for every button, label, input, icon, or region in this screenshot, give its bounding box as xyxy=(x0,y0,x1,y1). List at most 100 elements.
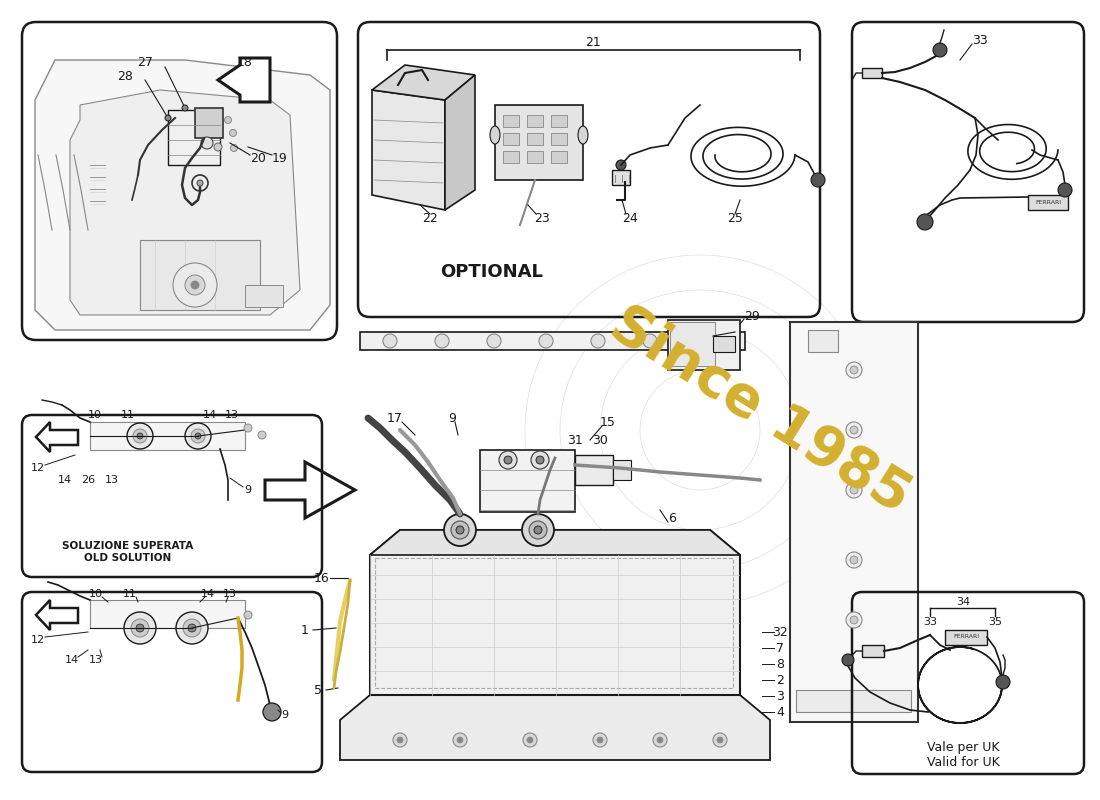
Text: FERRARI: FERRARI xyxy=(1035,199,1062,205)
Circle shape xyxy=(383,334,397,348)
Bar xyxy=(495,105,583,180)
Circle shape xyxy=(846,612,862,628)
Circle shape xyxy=(522,514,554,546)
Text: 34: 34 xyxy=(956,597,970,607)
Text: 10: 10 xyxy=(89,589,103,599)
Bar xyxy=(90,600,245,628)
Polygon shape xyxy=(36,422,78,452)
Text: 9: 9 xyxy=(282,710,288,720)
Text: 24: 24 xyxy=(623,211,638,225)
Polygon shape xyxy=(372,90,446,210)
Polygon shape xyxy=(372,65,475,100)
Bar xyxy=(527,133,543,145)
Circle shape xyxy=(811,173,825,187)
Bar xyxy=(527,151,543,163)
Circle shape xyxy=(850,616,858,624)
Circle shape xyxy=(393,733,407,747)
Text: 9: 9 xyxy=(244,485,252,495)
Circle shape xyxy=(176,612,208,644)
Text: 17: 17 xyxy=(387,411,403,425)
Text: 22: 22 xyxy=(422,211,438,225)
Text: 7: 7 xyxy=(776,642,784,654)
Polygon shape xyxy=(35,60,330,330)
Circle shape xyxy=(616,160,626,170)
Bar xyxy=(503,115,519,127)
Text: 30: 30 xyxy=(592,434,608,446)
Circle shape xyxy=(529,521,547,539)
Circle shape xyxy=(182,105,188,111)
Bar xyxy=(503,133,519,145)
Circle shape xyxy=(453,733,468,747)
Bar xyxy=(713,336,735,352)
Bar xyxy=(480,450,575,512)
Bar xyxy=(551,133,566,145)
Circle shape xyxy=(224,117,231,123)
Text: 11: 11 xyxy=(121,410,135,420)
Polygon shape xyxy=(340,695,770,760)
Text: 10: 10 xyxy=(88,410,102,420)
Text: 12: 12 xyxy=(31,635,45,645)
Bar xyxy=(790,322,918,722)
Bar xyxy=(551,151,566,163)
Text: 13: 13 xyxy=(89,655,103,665)
Circle shape xyxy=(185,423,211,449)
Text: 5: 5 xyxy=(314,683,322,697)
Circle shape xyxy=(258,431,266,439)
Text: 25: 25 xyxy=(727,211,742,225)
Bar xyxy=(862,68,882,78)
Text: 6: 6 xyxy=(668,511,675,525)
Text: 21: 21 xyxy=(585,35,602,49)
Text: 33: 33 xyxy=(972,34,988,46)
Circle shape xyxy=(933,43,947,57)
Circle shape xyxy=(444,514,476,546)
Text: 32: 32 xyxy=(772,626,788,638)
Bar xyxy=(503,151,519,163)
Text: Vale per UK: Vale per UK xyxy=(926,742,999,754)
Text: FERRARI: FERRARI xyxy=(953,634,979,639)
Bar xyxy=(245,285,283,307)
Bar xyxy=(613,460,631,480)
Polygon shape xyxy=(265,462,355,518)
Text: OPTIONAL: OPTIONAL xyxy=(441,263,543,281)
Bar xyxy=(668,320,740,370)
Circle shape xyxy=(456,737,463,743)
Circle shape xyxy=(451,521,469,539)
Circle shape xyxy=(397,737,403,743)
Text: 14: 14 xyxy=(65,655,79,665)
Circle shape xyxy=(244,424,252,432)
Circle shape xyxy=(717,737,723,743)
Text: 14: 14 xyxy=(58,475,73,485)
Text: 29: 29 xyxy=(744,310,760,322)
Polygon shape xyxy=(446,75,475,210)
Polygon shape xyxy=(370,530,740,555)
Text: SOLUZIONE SUPERATA: SOLUZIONE SUPERATA xyxy=(63,541,194,551)
Circle shape xyxy=(185,275,205,295)
Polygon shape xyxy=(36,600,78,630)
Text: 12: 12 xyxy=(31,463,45,473)
Bar xyxy=(1028,195,1068,210)
Circle shape xyxy=(846,362,862,378)
Text: 14: 14 xyxy=(202,410,217,420)
Bar xyxy=(670,322,715,366)
Circle shape xyxy=(536,456,544,464)
Text: 20: 20 xyxy=(250,151,266,165)
Circle shape xyxy=(138,433,143,439)
Circle shape xyxy=(499,451,517,469)
Text: OLD SOLUTION: OLD SOLUTION xyxy=(85,553,172,563)
Text: Since 1985: Since 1985 xyxy=(601,296,920,524)
Circle shape xyxy=(713,733,727,747)
Circle shape xyxy=(846,552,862,568)
Circle shape xyxy=(244,611,252,619)
Circle shape xyxy=(263,703,280,721)
Circle shape xyxy=(591,334,605,348)
Bar xyxy=(808,330,838,352)
Circle shape xyxy=(644,334,657,348)
Circle shape xyxy=(197,180,204,186)
Bar xyxy=(527,115,543,127)
Circle shape xyxy=(214,143,222,151)
Circle shape xyxy=(191,281,199,289)
Circle shape xyxy=(653,733,667,747)
Circle shape xyxy=(842,654,854,666)
Circle shape xyxy=(133,429,147,443)
Text: 8: 8 xyxy=(776,658,784,670)
